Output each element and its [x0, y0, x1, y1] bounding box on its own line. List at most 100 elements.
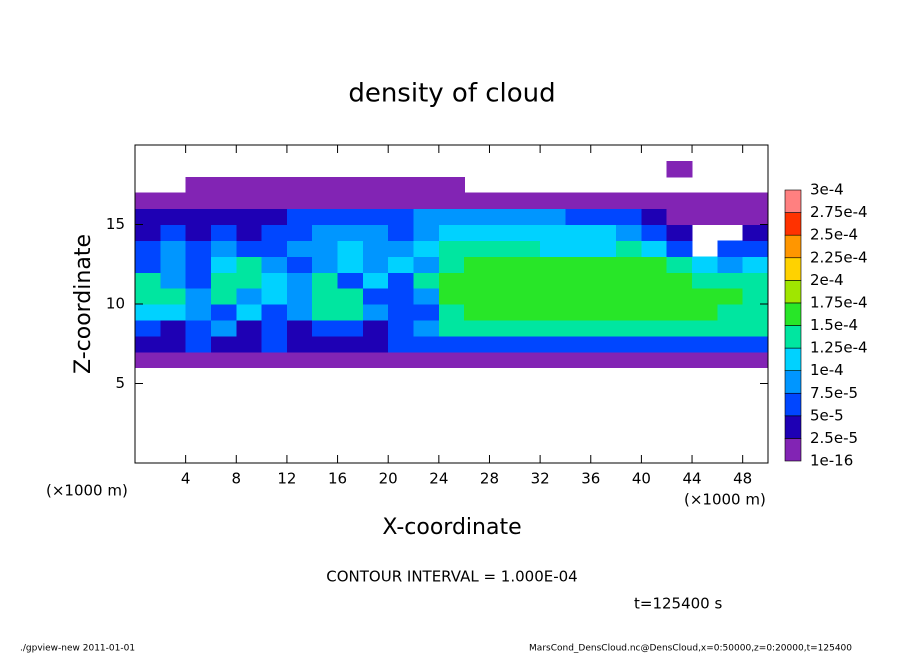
field-cell	[236, 304, 263, 321]
field-cell	[464, 208, 491, 226]
field-cell	[489, 288, 516, 305]
field-cell	[362, 351, 389, 369]
field-cell	[666, 208, 693, 226]
field-cell	[540, 272, 567, 289]
field-cell	[489, 335, 516, 353]
field-cell	[590, 224, 617, 241]
colorbar-box	[784, 370, 802, 394]
field-cell	[135, 192, 161, 210]
field-cell	[742, 288, 769, 305]
field-cell	[210, 304, 237, 321]
field-cell	[261, 192, 288, 210]
field-cell	[185, 240, 212, 257]
field-cell	[616, 224, 642, 241]
field-cell	[413, 256, 440, 273]
colorbar-label: 2.75e-4	[810, 203, 868, 221]
field-cell	[362, 176, 389, 194]
field-cell	[337, 272, 364, 289]
field-cell	[210, 208, 237, 226]
field-cell	[261, 272, 288, 289]
field-cell	[438, 351, 465, 369]
field-cell	[362, 272, 389, 289]
colorbar-label: 1.25e-4	[810, 339, 868, 357]
field-cell	[210, 256, 237, 273]
field-cell	[362, 192, 389, 210]
field-cell	[286, 176, 313, 194]
field-cell	[236, 288, 263, 305]
field-cell	[362, 240, 389, 257]
field-cell	[413, 272, 440, 289]
field-cell	[540, 351, 567, 369]
field-cell	[312, 256, 339, 273]
field-cell	[540, 224, 567, 241]
field-cell	[489, 256, 516, 273]
field-cell	[388, 335, 415, 353]
field-cell	[540, 304, 567, 321]
field-cell	[565, 319, 592, 337]
field-cell	[565, 304, 592, 321]
field-cell	[742, 319, 769, 337]
field-cell	[514, 256, 541, 273]
field-cell	[388, 224, 415, 241]
field-cell	[641, 272, 668, 289]
field-cell	[464, 288, 491, 305]
colorbar-label: 1.5e-4	[810, 316, 858, 334]
field-cell	[666, 319, 693, 337]
field-cell	[261, 288, 288, 305]
field-cell	[514, 224, 541, 241]
field-cell	[464, 224, 491, 241]
field-cell	[312, 272, 339, 289]
field-cell	[286, 288, 313, 305]
x-axis-label: X-coordinate	[382, 515, 521, 540]
field-cell	[261, 256, 288, 273]
field-cell	[388, 240, 415, 257]
colorbar-box	[784, 280, 802, 304]
field-cell	[514, 240, 541, 257]
y-axis-label: Z-coordinate	[71, 234, 96, 374]
field-cell	[185, 304, 212, 321]
field-cell	[312, 224, 339, 241]
field-cell	[236, 208, 263, 226]
field-cell	[413, 192, 440, 210]
colorbar-label: 1e-16	[810, 452, 853, 470]
field-cell	[236, 351, 263, 369]
field-cell	[210, 192, 237, 210]
field-cell	[312, 351, 339, 369]
field-cell	[641, 304, 668, 321]
field-cell	[641, 319, 668, 337]
field-cell	[337, 335, 364, 353]
field-cell	[590, 272, 617, 289]
field-cell	[236, 256, 263, 273]
field-cell	[692, 272, 718, 289]
field-cell	[362, 304, 389, 321]
field-cell	[717, 288, 744, 305]
field-cell	[160, 319, 187, 337]
field-cell	[388, 192, 415, 210]
field-cell	[590, 256, 617, 273]
field-cell	[692, 256, 718, 273]
field-cell	[742, 240, 769, 257]
field-cell	[210, 272, 237, 289]
field-cell	[514, 304, 541, 321]
field-cell	[236, 335, 263, 353]
field-cell	[717, 192, 744, 210]
field-cell	[616, 351, 642, 369]
x-tick-label: 4	[181, 470, 191, 488]
field-cell	[135, 208, 161, 226]
field-cell	[666, 240, 693, 257]
field-cell	[236, 224, 263, 241]
field-cell	[312, 288, 339, 305]
field-cell	[514, 192, 541, 210]
field-cell	[337, 256, 364, 273]
field-cell	[185, 272, 212, 289]
field-cell	[540, 288, 567, 305]
field-cell	[489, 319, 516, 337]
colorbar-box	[784, 302, 802, 326]
colorbar-label: 7.5e-5	[810, 384, 858, 402]
field-cell	[692, 288, 718, 305]
colorbar-label: 5e-5	[810, 406, 844, 424]
x-tick-label: 44	[682, 470, 701, 488]
field-cell	[641, 240, 668, 257]
field-cell	[438, 208, 465, 226]
